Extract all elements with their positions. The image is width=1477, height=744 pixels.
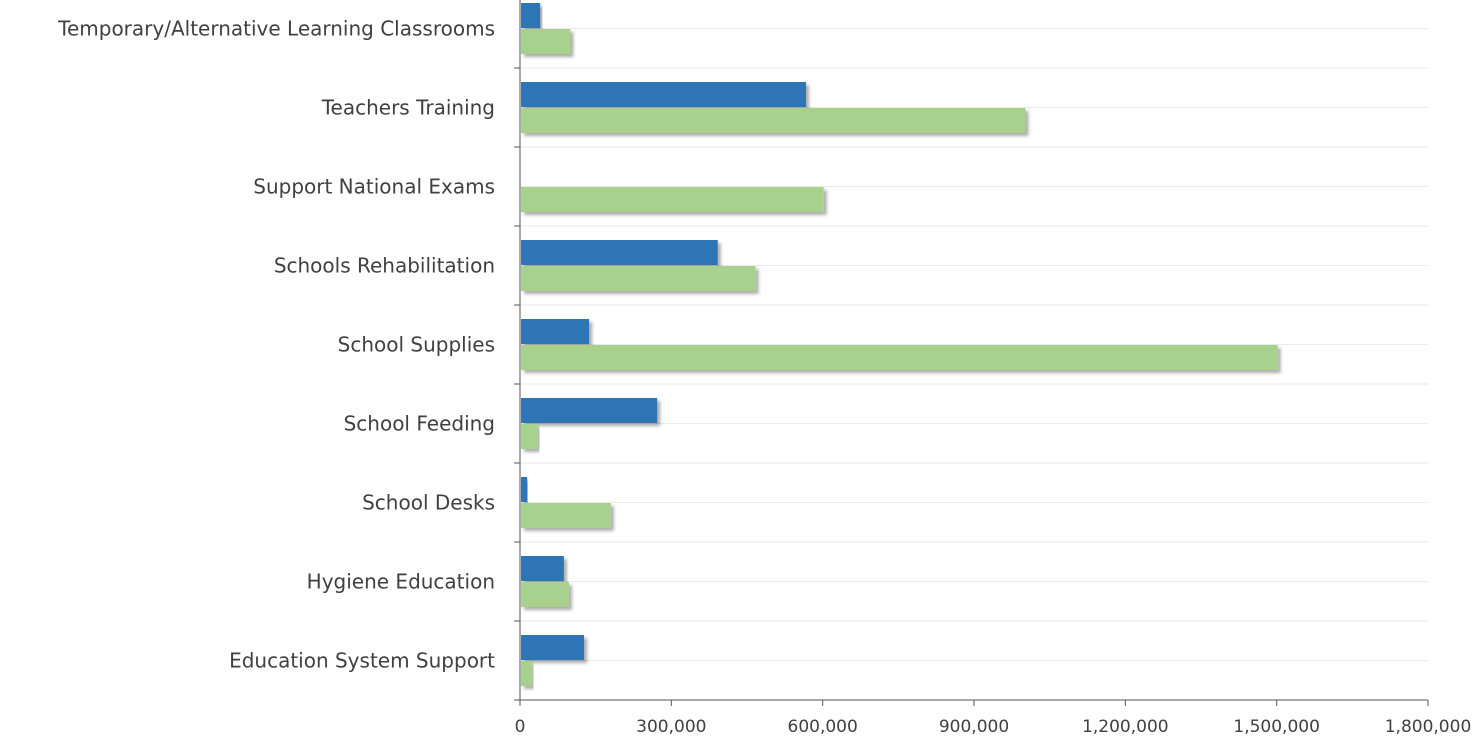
bar-hygiene-education-series-1 <box>521 556 564 581</box>
category-label-school-feeding: School Feeding <box>344 412 495 436</box>
x-tick-label-6: 1,800,000 <box>1385 717 1472 737</box>
category-label-school-supplies: School Supplies <box>338 333 495 357</box>
bars <box>521 3 1278 686</box>
labels: Temporary/Alternative Learning Classroom… <box>57 17 1471 738</box>
x-tick-label-2: 600,000 <box>788 717 858 737</box>
bar-schools-rehabilitation-series-1 <box>521 240 718 265</box>
category-label-teachers-training: Teachers Training <box>321 96 495 120</box>
bar-teachers-training-series-2 <box>521 108 1026 133</box>
bar-education-system-support-series-1 <box>521 635 585 660</box>
x-tick-label-0: 0 <box>515 717 526 737</box>
bar-teachers-training-series-1 <box>521 82 807 107</box>
category-label-schools-rehabilitation: Schools Rehabilitation <box>274 254 495 278</box>
bar-support-national-exams-series-2 <box>521 187 824 212</box>
bar-school-feeding-series-1 <box>521 398 658 423</box>
category-label-education-system-support: Education System Support <box>229 649 495 673</box>
bar-hygiene-education-series-2 <box>521 582 569 607</box>
bar-school-desks-series-1 <box>521 477 528 502</box>
gridlines <box>520 28 1428 661</box>
bar-education-system-support-series-2 <box>521 661 533 686</box>
category-label-support-national-exams: Support National Exams <box>253 175 495 199</box>
x-tick-label-4: 1,200,000 <box>1082 717 1169 737</box>
category-label-hygiene-education: Hygiene Education <box>307 570 495 594</box>
x-tick-label-3: 900,000 <box>939 717 1009 737</box>
bar-school-supplies-series-2 <box>521 345 1278 370</box>
axes <box>514 0 1429 706</box>
bar-temporary-alternative-learning-classrooms-series-1 <box>521 3 541 28</box>
category-label-temporary-alternative-learning-classrooms: Temporary/Alternative Learning Classroom… <box>57 17 495 41</box>
bar-school-desks-series-2 <box>521 503 611 528</box>
bar-schools-rehabilitation-series-2 <box>521 266 756 291</box>
bar-school-feeding-series-2 <box>521 424 538 449</box>
x-tick-label-1: 300,000 <box>636 717 706 737</box>
category-label-school-desks: School Desks <box>362 491 495 515</box>
x-tick-label-5: 1,500,000 <box>1233 717 1320 737</box>
bar-school-supplies-series-1 <box>521 319 590 344</box>
bar-temporary-alternative-learning-classrooms-series-2 <box>521 29 571 54</box>
